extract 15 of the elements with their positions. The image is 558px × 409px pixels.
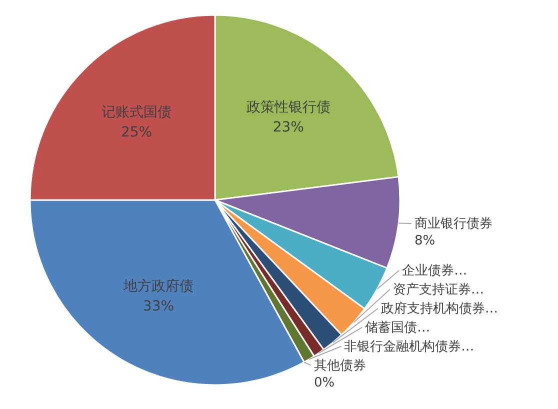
slice-label: 地方政府债: [122, 278, 194, 295]
data-label: 33%: [142, 298, 174, 315]
text: 0%: [314, 375, 335, 390]
slice-label: 商业银行债券: [414, 216, 492, 232]
data-label: 8%: [414, 234, 436, 249]
slice-label: 政府支持机构债券…: [380, 300, 498, 316]
slice-label: 非银行金融机构债券…: [344, 339, 474, 354]
slice-label: 企业债券…: [402, 263, 468, 278]
data-label: 23%: [272, 120, 304, 136]
data-label: 25%: [120, 124, 152, 141]
slice-label: 储蓄国债…: [365, 320, 430, 336]
slice-label: 记账式国债: [102, 104, 172, 121]
slice-label: 资产支持证券…: [392, 282, 484, 298]
legend-label: 其他债券: [314, 358, 366, 374]
slice-label: 政策性银行债: [246, 100, 330, 116]
